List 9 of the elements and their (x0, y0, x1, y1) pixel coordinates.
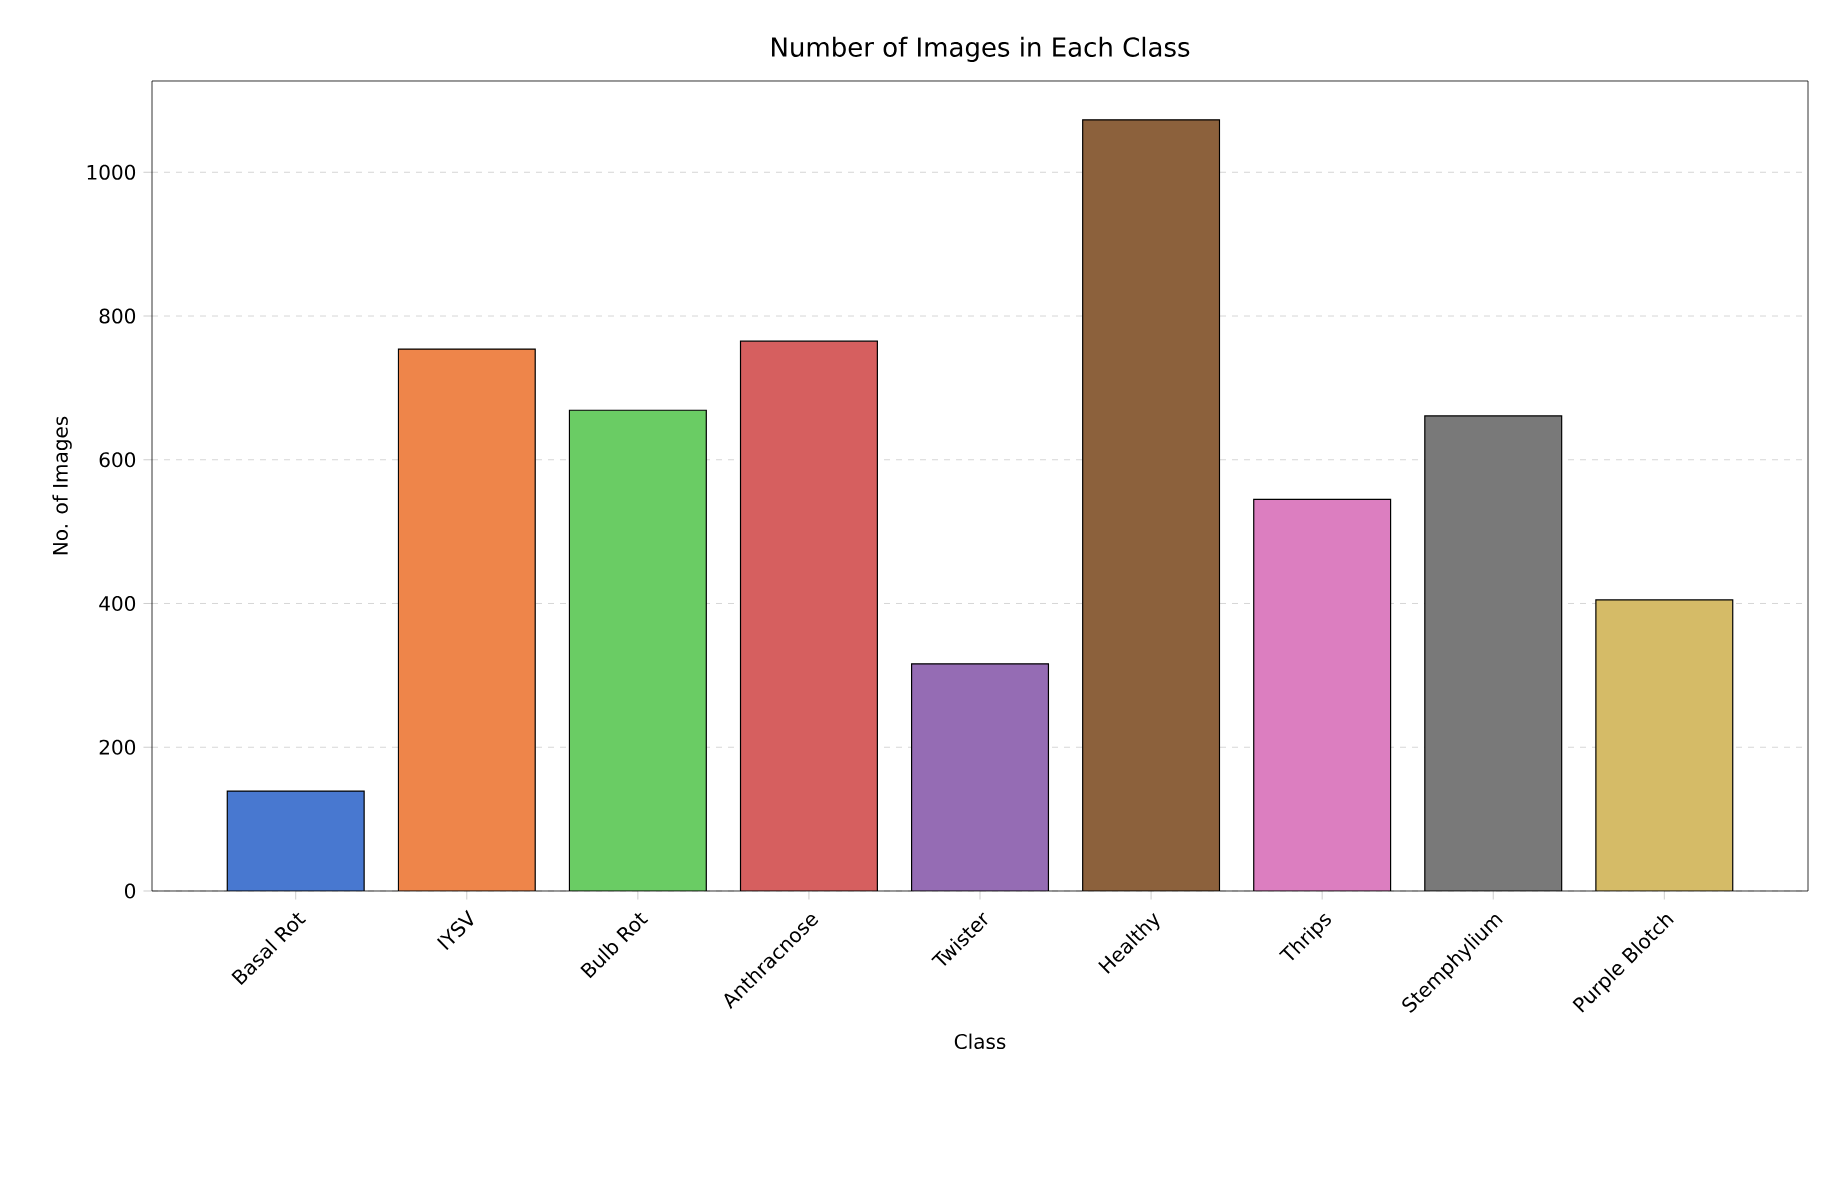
chart-title: Number of Images in Each Class (772, 36, 1190, 62)
y-tick-label: 600 (99, 452, 136, 468)
y-axis-title: No. of Images (52, 416, 72, 555)
y-tick-label: 1000 (87, 164, 136, 180)
y-tick-label: 400 (99, 595, 136, 612)
y-tick-label: 0 (125, 883, 136, 899)
x-axis-title: Class (954, 1033, 1006, 1050)
y-tick-label: 200 (99, 739, 136, 755)
y-tick-label: 800 (99, 308, 136, 324)
